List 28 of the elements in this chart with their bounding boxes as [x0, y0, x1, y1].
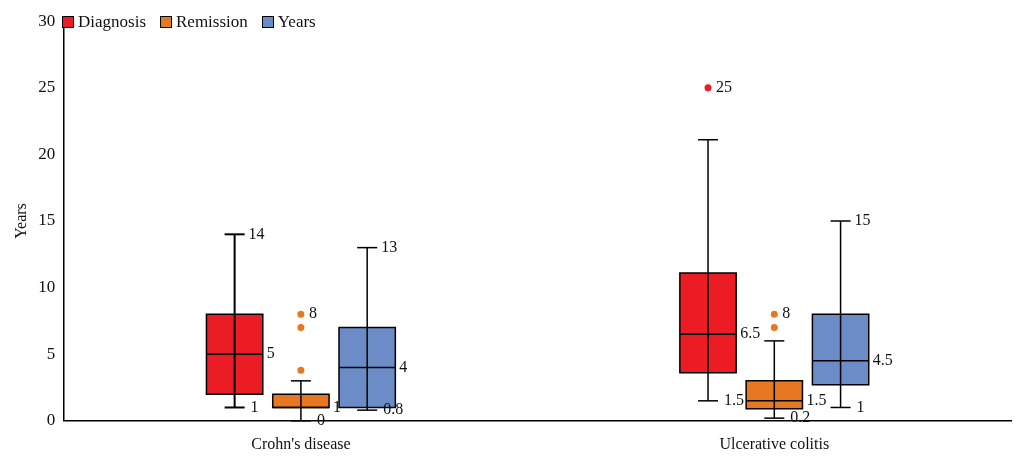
text: 8 — [782, 304, 791, 322]
y-tick-label: 20 — [38, 143, 56, 163]
y-tick-label: 15 — [38, 210, 56, 230]
text: 1 — [250, 397, 259, 415]
y-tick-label: 0 — [46, 410, 56, 430]
x-tick-label: Ulcerative colitis — [719, 434, 830, 452]
text: 1 — [856, 397, 865, 415]
legend-label: Diagnosis — [78, 12, 146, 32]
text: 13 — [381, 237, 398, 255]
text: 4.5 — [872, 351, 893, 369]
text: 25 — [716, 78, 733, 95]
y-tick-label: 25 — [38, 77, 56, 97]
text: 1.5 — [806, 391, 827, 409]
text: 6.5 — [740, 324, 761, 342]
text: 4 — [399, 357, 408, 375]
x-tick-label: Crohn's disease — [251, 434, 351, 452]
y-tick-label: 10 — [38, 277, 56, 297]
text: 1.5 — [724, 391, 745, 409]
text: 8 — [308, 304, 317, 322]
legend-label: Years — [277, 12, 316, 32]
y-tick-label: 5 — [46, 343, 56, 363]
y-tick-label: 30 — [38, 10, 56, 30]
text: 15 — [854, 211, 871, 229]
text: 5 — [266, 344, 275, 362]
y-axis-title: Years — [11, 203, 29, 239]
legend-label: Remission — [176, 12, 248, 32]
text: 14 — [248, 224, 265, 242]
text: 1 — [333, 397, 342, 415]
